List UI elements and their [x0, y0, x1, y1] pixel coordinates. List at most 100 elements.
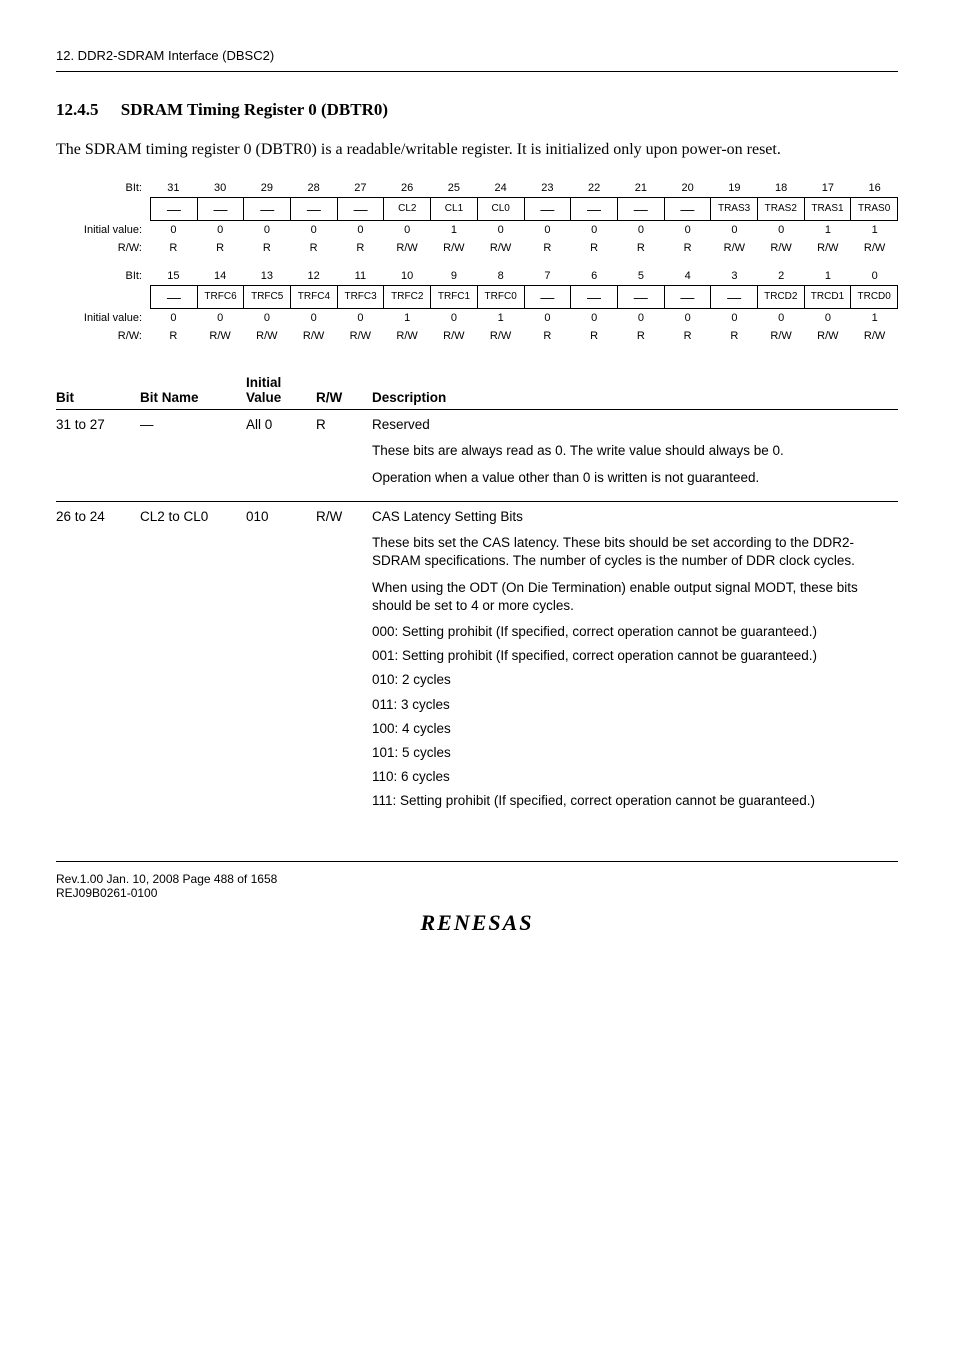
- reg-cell: R/W: [290, 327, 337, 345]
- reg-cell: R: [290, 239, 337, 257]
- reg-cell: 1: [851, 221, 898, 239]
- bit-label: BIt:: [56, 182, 150, 194]
- reg-cell: 13: [244, 267, 291, 285]
- reg-cell: 16: [851, 179, 898, 197]
- reg-cell: CL2: [383, 197, 430, 221]
- reg-cell: 23: [524, 179, 571, 197]
- reg-cell: —: [524, 285, 571, 309]
- reg-cell: TRCD1: [804, 285, 851, 309]
- reg-cell: R: [664, 327, 711, 345]
- desc-value: 111: Setting prohibit (If specified, cor…: [372, 792, 888, 810]
- reg-cell: 0: [664, 309, 711, 327]
- reg-cell: —: [570, 285, 617, 309]
- bit-description-table: Bit Bit Name Initial Value R/W Descripti…: [56, 371, 898, 823]
- reg-cell: TRFC2: [383, 285, 430, 309]
- reg-cell: R/W: [431, 327, 478, 345]
- reg-cell: 8: [477, 267, 524, 285]
- reg-cell: 22: [571, 179, 618, 197]
- reg-cell: R: [244, 239, 291, 257]
- reg-cell: 1: [805, 267, 852, 285]
- rw-row-upper: R/W: RRRRRR/WR/WR/WRRRRR/WR/WR/WR/W: [56, 239, 898, 257]
- heading-title: SDRAM Timing Register 0 (DBTR0): [121, 100, 388, 119]
- bit-name-row-lower: —TRFC6TRFC5TRFC4TRFC3TRFC2TRFC1TRFC0————…: [56, 285, 898, 309]
- reg-cell: 24: [477, 179, 524, 197]
- reg-cell: 14: [197, 267, 244, 285]
- cell-desc: Reserved These bits are always read as 0…: [372, 410, 898, 502]
- reg-cell: TRFC4: [290, 285, 337, 309]
- reg-cell: R: [524, 327, 571, 345]
- reg-cell: TRFC6: [197, 285, 244, 309]
- bit-name-row-upper: —————CL2CL1CL0————TRAS3TRAS2TRAS1TRAS0: [56, 197, 898, 221]
- reg-cell: 31: [150, 179, 197, 197]
- reg-cell: 4: [664, 267, 711, 285]
- reg-cell: TRFC3: [337, 285, 384, 309]
- reg-cell: R: [524, 239, 571, 257]
- col-bit: Bit: [56, 371, 140, 410]
- desc-value: 011: 3 cycles: [372, 696, 888, 714]
- col-desc: Description: [372, 371, 898, 410]
- reg-cell: TRCD2: [757, 285, 804, 309]
- reg-cell: R/W: [384, 239, 431, 257]
- rw-label: R/W:: [56, 242, 150, 254]
- reg-cell: 17: [805, 179, 852, 197]
- reg-cell: R: [711, 327, 758, 345]
- reg-cell: —: [617, 285, 664, 309]
- cell-bit: 26 to 24: [56, 501, 140, 822]
- reg-cell: 27: [337, 179, 384, 197]
- desc-title: Reserved: [372, 416, 888, 434]
- reg-cell: 1: [851, 309, 898, 327]
- reg-cell: R: [150, 327, 197, 345]
- reg-cell: TRFC5: [243, 285, 290, 309]
- desc-text: When using the ODT (On Die Termination) …: [372, 579, 888, 615]
- footer-code: REJ09B0261-0100: [56, 886, 898, 900]
- reg-cell: 26: [384, 179, 431, 197]
- reg-cell: R/W: [805, 327, 852, 345]
- desc-text: These bits are always read as 0. The wri…: [372, 442, 888, 460]
- reg-cell: 12: [290, 267, 337, 285]
- reg-cell: R/W: [337, 327, 384, 345]
- reg-cell: R/W: [197, 327, 244, 345]
- reg-cell: R/W: [384, 327, 431, 345]
- section-context: 12. DDR2-SDRAM Interface (DBSC2): [56, 48, 898, 63]
- desc-text: These bits set the CAS latency. These bi…: [372, 534, 888, 570]
- reg-cell: —: [290, 197, 337, 221]
- reg-cell: 1: [805, 221, 852, 239]
- desc-value: 101: 5 cycles: [372, 744, 888, 762]
- reg-cell: 0: [524, 309, 571, 327]
- reg-cell: 0: [244, 221, 291, 239]
- header-rule: [56, 71, 898, 72]
- reg-cell: 18: [758, 179, 805, 197]
- reg-cell: 0: [571, 309, 618, 327]
- cell-initial: 010: [246, 501, 316, 822]
- reg-cell: TRFC1: [430, 285, 477, 309]
- reg-cell: R/W: [477, 239, 524, 257]
- desc-value: 110: 6 cycles: [372, 768, 888, 786]
- reg-cell: 29: [244, 179, 291, 197]
- reg-cell: 0: [431, 309, 478, 327]
- col-rw: R/W: [316, 371, 372, 410]
- desc-title: CAS Latency Setting Bits: [372, 508, 888, 526]
- section-heading: 12.4.5 SDRAM Timing Register 0 (DBTR0): [56, 100, 898, 120]
- reg-cell: —: [617, 197, 664, 221]
- reg-cell: 1: [477, 309, 524, 327]
- reg-cell: R/W: [805, 239, 852, 257]
- reg-cell: R/W: [431, 239, 478, 257]
- footer-rule: [56, 861, 898, 862]
- reg-cell: 0: [290, 221, 337, 239]
- reg-cell: 10: [384, 267, 431, 285]
- cell-rw: R: [316, 410, 372, 502]
- reg-cell: 1: [384, 309, 431, 327]
- col-name: Bit Name: [140, 371, 246, 410]
- reg-cell: —: [570, 197, 617, 221]
- rw-label: R/W:: [56, 330, 150, 342]
- reg-cell: 15: [150, 267, 197, 285]
- intro-paragraph: The SDRAM timing register 0 (DBTR0) is a…: [56, 138, 898, 161]
- reg-cell: 0: [197, 309, 244, 327]
- reg-cell: 21: [618, 179, 665, 197]
- reg-cell: 28: [290, 179, 337, 197]
- reg-cell: 7: [524, 267, 571, 285]
- initial-row-lower: Initial value: 0000010100000001: [56, 309, 898, 327]
- reg-cell: 0: [805, 309, 852, 327]
- reg-cell: R: [197, 239, 244, 257]
- reg-cell: 9: [431, 267, 478, 285]
